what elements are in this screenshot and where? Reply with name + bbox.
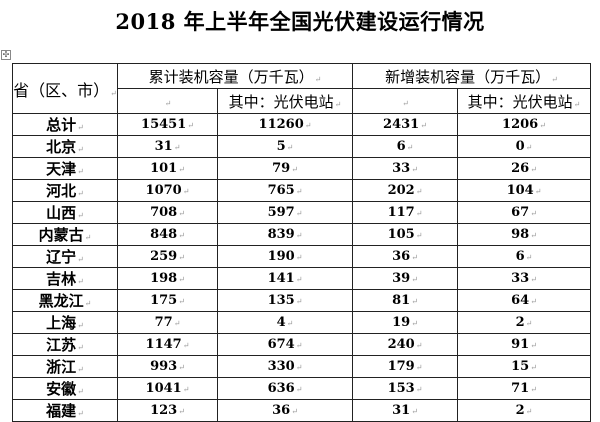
new-station-value: 2 xyxy=(457,311,591,334)
new-station-value: 6 xyxy=(457,245,591,268)
cumulative-value: 259 xyxy=(117,245,218,268)
new-value: 33 xyxy=(352,157,458,180)
table-row: 内蒙古84883910598 xyxy=(12,223,591,246)
pv-capacity-table: 省（区、市） 累计装机容量（万千瓦） 新增装机容量（万千瓦） 其中：光伏电站 其… xyxy=(12,63,591,422)
cumulative-value: 31 xyxy=(117,135,218,158)
new-station-value: 98 xyxy=(457,223,591,246)
header-new: 新增装机容量（万千瓦） xyxy=(352,63,591,89)
table-row: 福建12336312 xyxy=(12,399,591,422)
header-cumulative-station: 其中：光伏电站 xyxy=(217,88,353,114)
province-name: 天津 xyxy=(12,157,118,180)
province-name: 江苏 xyxy=(12,333,118,356)
new-value: 153 xyxy=(352,377,458,400)
new-value: 117 xyxy=(352,201,458,224)
province-name: 吉林 xyxy=(12,267,118,290)
table-row: 天津101793326 xyxy=(12,157,591,180)
cumulative-station-value: 597 xyxy=(217,201,353,224)
table-row: 山西70859711767 xyxy=(12,201,591,224)
province-name: 辽宁 xyxy=(12,245,118,268)
province-name: 北京 xyxy=(12,135,118,158)
document-title: 2018 年上半年全国光伏建设运行情况 xyxy=(115,9,485,34)
cumulative-value: 1070 xyxy=(117,179,218,202)
table-row: 黑龙江1751358164 xyxy=(12,289,591,312)
new-value: 202 xyxy=(352,179,458,202)
new-station-value: 71 xyxy=(457,377,591,400)
table-row: 浙江99333017915 xyxy=(12,355,591,378)
table-row: 河北1070765202104 xyxy=(12,179,591,202)
cumulative-station-value: 330 xyxy=(217,355,353,378)
cumulative-value: 101 xyxy=(117,157,218,180)
new-value: 31 xyxy=(352,399,458,422)
new-value: 6 xyxy=(352,135,458,158)
new-value: 36 xyxy=(352,245,458,268)
province-name: 河北 xyxy=(12,179,118,202)
province-name: 福建 xyxy=(12,399,118,422)
table-row: 江苏114767424091 xyxy=(12,333,591,356)
new-value: 179 xyxy=(352,355,458,378)
header-row-1: 省（区、市） 累计装机容量（万千瓦） 新增装机容量（万千瓦） xyxy=(12,63,591,114)
new-station-value: 33 xyxy=(457,267,591,290)
new-value: 105 xyxy=(352,223,458,246)
new-value: 39 xyxy=(352,267,458,290)
header-cumulative: 累计装机容量（万千瓦） xyxy=(117,63,353,89)
new-value: 19 xyxy=(352,311,458,334)
new-station-value: 67 xyxy=(457,201,591,224)
cumulative-station-value: 4 xyxy=(217,311,353,334)
cumulative-value: 77 xyxy=(117,311,218,334)
cumulative-station-value: 36 xyxy=(217,399,353,422)
cumulative-station-value: 674 xyxy=(217,333,353,356)
header-province: 省（区、市） xyxy=(12,63,118,114)
province-name: 浙江 xyxy=(12,355,118,378)
new-station-value: 64 xyxy=(457,289,591,312)
cumulative-value: 708 xyxy=(117,201,218,224)
new-station-value: 1206 xyxy=(457,113,591,136)
table-row: 安徽104163615371 xyxy=(12,377,591,400)
new-value: 81 xyxy=(352,289,458,312)
cumulative-station-value: 141 xyxy=(217,267,353,290)
table-row: 北京31560 xyxy=(12,135,591,158)
province-name: 安徽 xyxy=(12,377,118,400)
new-value: 2431 xyxy=(352,113,458,136)
cumulative-value: 123 xyxy=(117,399,218,422)
cumulative-station-value: 135 xyxy=(217,289,353,312)
cumulative-station-value: 765 xyxy=(217,179,353,202)
cumulative-station-value: 839 xyxy=(217,223,353,246)
table-row: 吉林1981413933 xyxy=(12,267,591,290)
cumulative-station-value: 190 xyxy=(217,245,353,268)
new-station-value: 2 xyxy=(457,399,591,422)
cumulative-value: 1147 xyxy=(117,333,218,356)
cumulative-value: 175 xyxy=(117,289,218,312)
new-station-value: 0 xyxy=(457,135,591,158)
cumulative-station-value: 5 xyxy=(217,135,353,158)
new-station-value: 15 xyxy=(457,355,591,378)
cumulative-station-value: 79 xyxy=(217,157,353,180)
header-new-station: 其中：光伏电站 xyxy=(457,88,591,114)
cumulative-value: 848 xyxy=(117,223,218,246)
province-name: 黑龙江 xyxy=(12,289,118,312)
province-name: 内蒙古 xyxy=(12,223,118,246)
table-row: 辽宁259190366 xyxy=(12,245,591,268)
cumulative-station-value: 636 xyxy=(217,377,353,400)
header-cumulative-total xyxy=(117,88,218,114)
cumulative-station-value: 11260 xyxy=(217,113,353,136)
cumulative-value: 198 xyxy=(117,267,218,290)
cumulative-value: 1041 xyxy=(117,377,218,400)
province-name: 山西 xyxy=(12,201,118,224)
new-station-value: 104 xyxy=(457,179,591,202)
header-new-total xyxy=(352,88,458,114)
province-name: 总计 xyxy=(12,113,118,136)
cumulative-value: 15451 xyxy=(117,113,218,136)
new-station-value: 91 xyxy=(457,333,591,356)
table-row: 上海774192 xyxy=(12,311,591,334)
new-value: 240 xyxy=(352,333,458,356)
cumulative-value: 993 xyxy=(117,355,218,378)
province-name: 上海 xyxy=(12,311,118,334)
new-station-value: 26 xyxy=(457,157,591,180)
table-move-handle-icon[interactable]: ✣ xyxy=(1,50,11,60)
table-row: 总计154511126024311206 xyxy=(12,113,591,136)
